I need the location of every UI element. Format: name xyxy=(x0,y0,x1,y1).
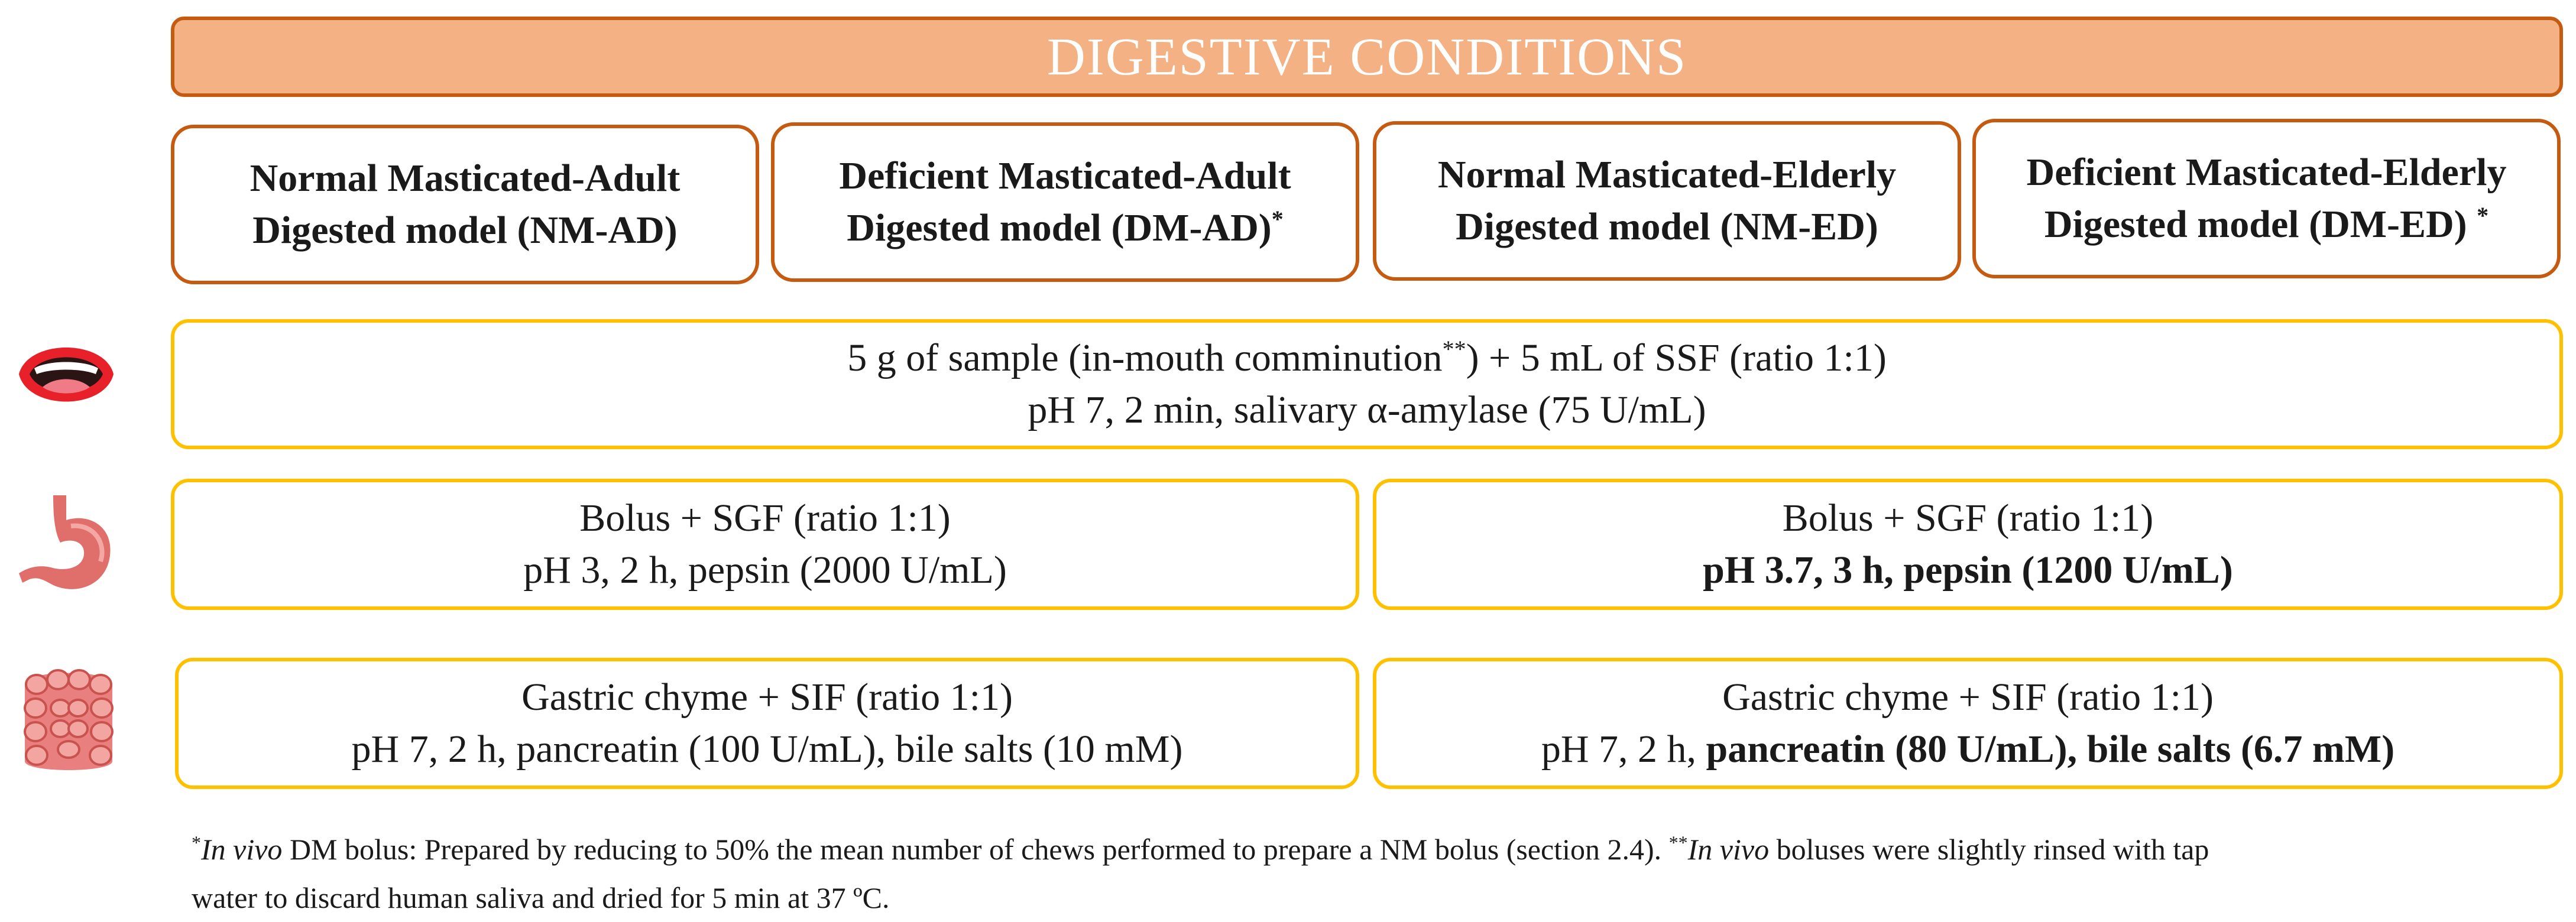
gastric-adult-box: Bolus + SGF (ratio 1:1) pH 3, 2 h, pepsi… xyxy=(171,479,1359,610)
footnote-mark: ** xyxy=(1442,336,1466,362)
model-box-dm-ed: Deficient Masticated-Elderly Digested mo… xyxy=(1972,119,2561,278)
model-label-line2: Digested model (DM-AD) xyxy=(847,206,1272,249)
oral-phase-box: 5 g of sample (in-mouth comminution**) +… xyxy=(171,319,2563,449)
model-label-line2: Digested model (DM-ED) xyxy=(2044,203,2477,246)
footnote-mark: * xyxy=(1271,206,1284,232)
footnote-text: DM bolus: Prepared by reducing to 50% th… xyxy=(282,833,1669,866)
intestinal-adult-line2: pH 7, 2 h, pancreatin (100 U/mL), bile s… xyxy=(351,728,1183,771)
oral-line1-pre: 5 g of sample (in-mouth comminution xyxy=(847,336,1443,379)
gastric-adult-line1: Bolus + SGF (ratio 1:1) xyxy=(579,496,951,540)
model-label-line1: Deficient Masticated-Elderly xyxy=(2026,151,2507,194)
footnote: *In vivo DM bolus: Prepared by reducing … xyxy=(192,825,2562,922)
footnote-mark: ** xyxy=(1668,832,1688,853)
title-banner: DIGESTIVE CONDITIONS xyxy=(171,17,2563,97)
footnote-in-vivo: In vivo xyxy=(201,833,283,866)
model-label-line1: Deficient Masticated-Adult xyxy=(839,154,1291,197)
gastric-adult-line2: pH 3, 2 h, pepsin (2000 U/mL) xyxy=(523,548,1007,592)
model-label-line1: Normal Masticated-Adult xyxy=(250,157,681,200)
intestinal-elderly-line1: Gastric chyme + SIF (ratio 1:1) xyxy=(1722,676,2214,719)
footnote-mark: * xyxy=(192,832,201,853)
model-label-line2: Digested model (NM-ED) xyxy=(1456,205,1878,248)
model-box-nm-ed: Normal Masticated-Elderly Digested model… xyxy=(1373,121,1961,281)
model-label-line1: Normal Masticated-Elderly xyxy=(1437,153,1897,196)
intestine-icon xyxy=(24,669,114,770)
diagram-title: DIGESTIVE CONDITIONS xyxy=(1046,27,1687,86)
footnote-in-vivo: In vivo xyxy=(1687,833,1770,866)
footnote-text: boluses were slightly rinsed with tap xyxy=(1769,833,2209,866)
gastric-elderly-line1: Bolus + SGF (ratio 1:1) xyxy=(1782,496,2154,540)
intestinal-adult-line1: Gastric chyme + SIF (ratio 1:1) xyxy=(521,676,1013,719)
intestinal-elderly-line2-plain: pH 7, 2 h, xyxy=(1541,728,1706,771)
footnote-mark: * xyxy=(2477,202,2489,229)
model-box-dm-ad: Deficient Masticated-Adult Digested mode… xyxy=(771,122,1359,282)
oral-line1-post: ) + 5 mL of SSF (ratio 1:1) xyxy=(1466,336,1887,379)
intestinal-adult-box: Gastric chyme + SIF (ratio 1:1) pH 7, 2 … xyxy=(175,658,1359,789)
model-box-nm-ad: Normal Masticated-Adult Digested model (… xyxy=(171,125,759,284)
footnote-line2: water to discard human saliva and dried … xyxy=(192,881,890,914)
stomach-icon xyxy=(19,495,111,589)
gastric-elderly-box: Bolus + SGF (ratio 1:1) pH 3.7, 3 h, pep… xyxy=(1373,479,2563,610)
intestinal-elderly-box: Gastric chyme + SIF (ratio 1:1) pH 7, 2 … xyxy=(1373,658,2563,789)
mouth-icon xyxy=(19,348,114,402)
oral-line2: pH 7, 2 min, salivary α-amylase (75 U/mL… xyxy=(1028,388,1706,431)
gastric-elderly-line2: pH 3.7, 3 h, pepsin (1200 U/mL) xyxy=(1703,548,2233,592)
model-label-line2: Digested model (NM-AD) xyxy=(252,209,678,252)
intestinal-elderly-line2-bold: pancreatin (80 U/mL), bile salts (6.7 mM… xyxy=(1706,728,2395,771)
